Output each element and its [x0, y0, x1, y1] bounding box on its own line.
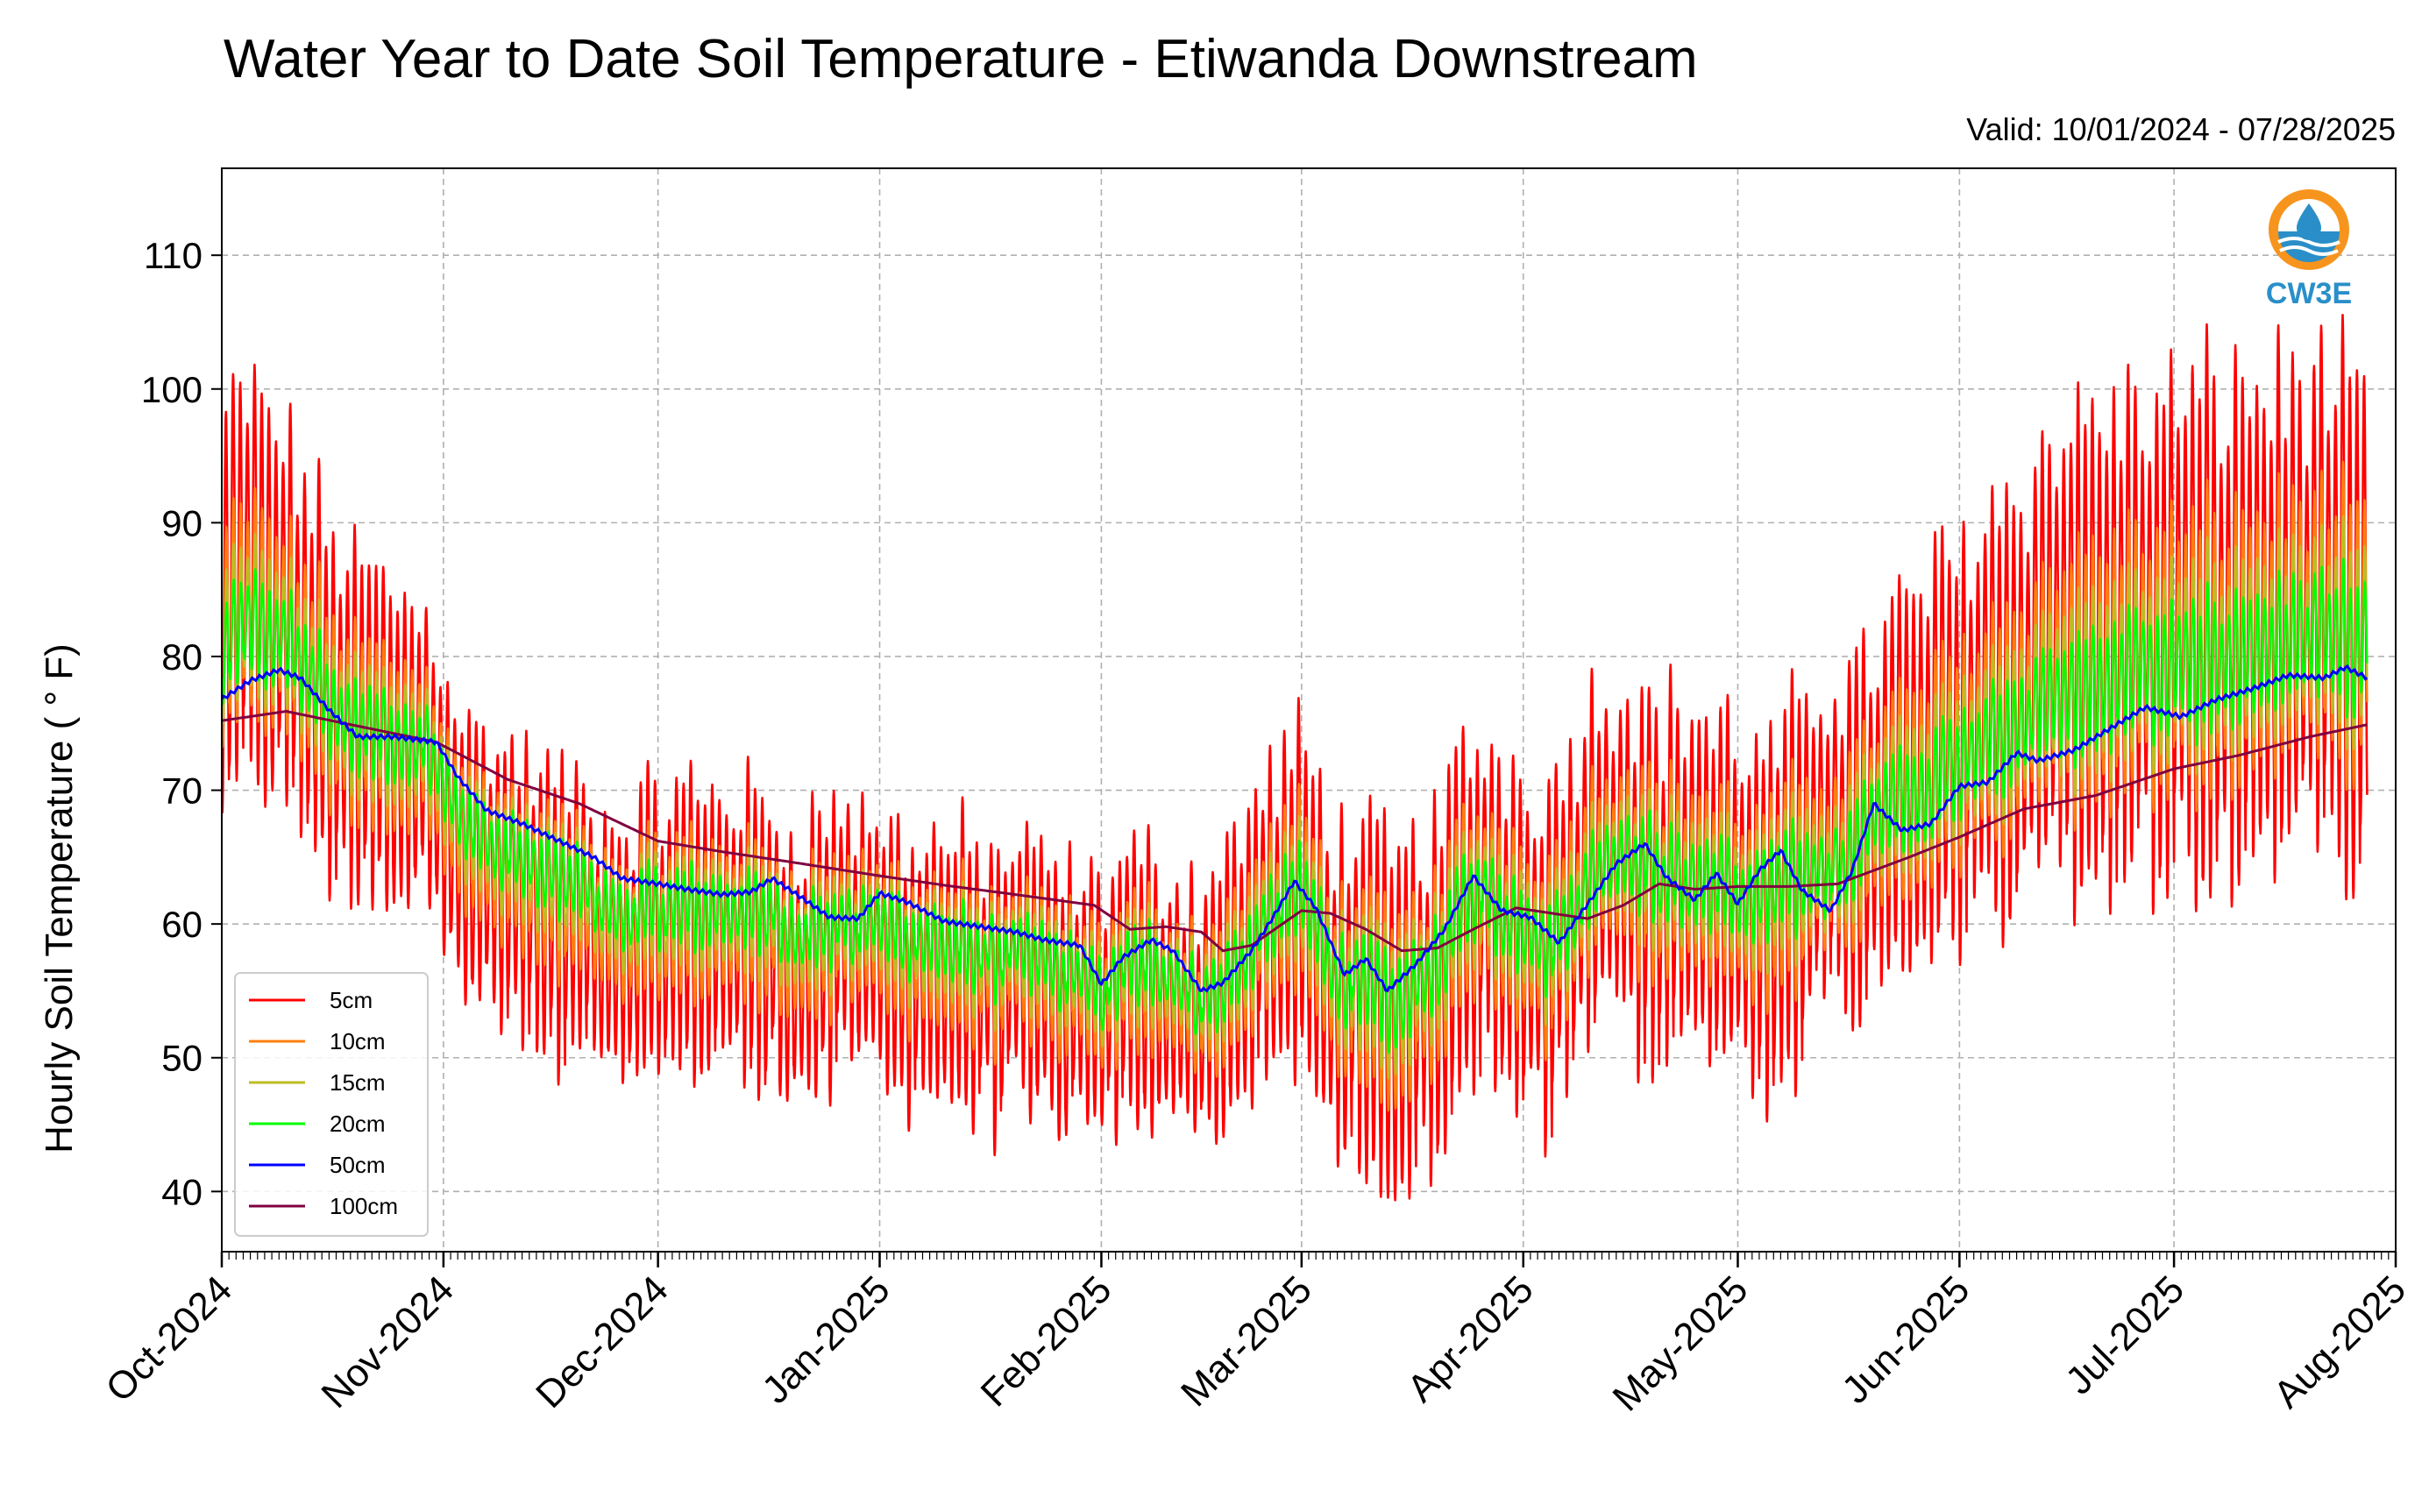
logo-text: CW3E	[2266, 277, 2352, 310]
series-line-5cm	[222, 314, 2369, 1202]
x-axis-ticks: Oct-2024 Nov-2024 Dec-2024 Jan-2025 Feb-2025…	[97, 1252, 2414, 1419]
y-tick-label: 50	[161, 1038, 202, 1079]
x-tick-label: Nov-2024	[313, 1267, 462, 1416]
x-tick-label: Mar-2025	[1173, 1267, 1320, 1415]
plot-area	[222, 314, 2369, 1202]
y-tick-label: 90	[161, 502, 202, 543]
series-line-50cm	[222, 664, 2369, 993]
x-tick-label: Apr-2025	[1399, 1267, 1542, 1410]
chart-subtitle: Valid: 10/01/2024 - 07/28/2025	[1966, 111, 2396, 147]
logo-drop-icon	[2297, 203, 2321, 240]
y-tick-label: 70	[161, 770, 202, 812]
x-axis-minor-ticks	[228, 1252, 2390, 1260]
legend-box	[234, 972, 429, 1237]
legend-label-100cm: 100cm	[330, 1193, 398, 1219]
legend-label-5cm: 5cm	[330, 987, 373, 1013]
x-tick-label: Feb-2025	[973, 1267, 1120, 1415]
x-tick-label: Jul-2025	[2057, 1267, 2192, 1402]
chart-title: Water Year to Date Soil Temperature - Et…	[224, 29, 1698, 89]
y-tick-label: 60	[161, 904, 202, 945]
x-tick-label: Oct-2024	[97, 1267, 240, 1410]
x-tick-label: Aug-2025	[2265, 1267, 2414, 1416]
legend-label-20cm: 20cm	[330, 1111, 386, 1137]
y-tick-label: 100	[141, 369, 202, 410]
legend-label-50cm: 50cm	[330, 1152, 386, 1178]
y-axis-ticks: 40 50 60 70 80 90 100 110	[141, 235, 222, 1212]
series-line-100cm	[222, 709, 2368, 953]
y-axis-label: Hourly Soil Temperature ( ° F)	[38, 643, 81, 1154]
x-tick-label: Jun-2025	[1834, 1267, 1978, 1411]
legend-label-10cm: 10cm	[330, 1028, 386, 1054]
x-tick-label: Jan-2025	[754, 1267, 898, 1411]
x-tick-label: May-2025	[1605, 1267, 1757, 1419]
y-tick-label: 110	[144, 235, 202, 276]
y-tick-label: 80	[161, 636, 202, 678]
cw3e-logo: CW3E	[2266, 189, 2352, 310]
x-tick-label: Dec-2024	[528, 1267, 677, 1416]
legend: 5cm 10cm 15cm 20cm 50cm 100cm	[234, 972, 429, 1237]
y-tick-label: 40	[161, 1171, 202, 1212]
legend-label-15cm: 15cm	[330, 1069, 386, 1096]
